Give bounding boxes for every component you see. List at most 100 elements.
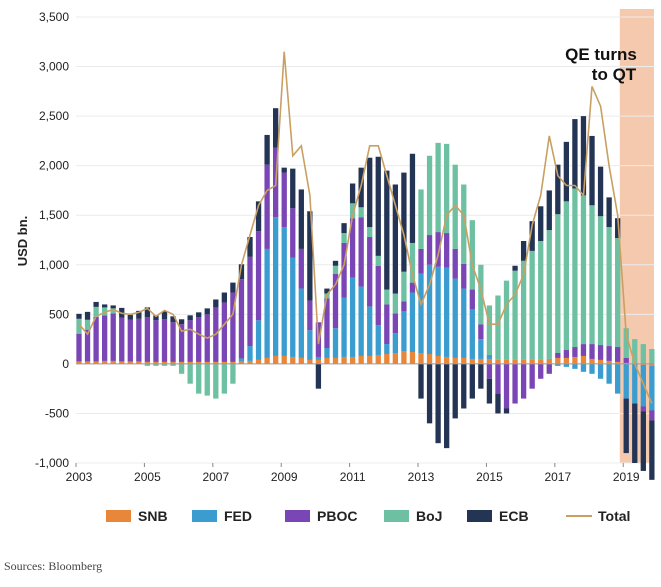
- bar-snb: [529, 359, 535, 364]
- bar-snb: [290, 356, 296, 364]
- bar-boj: [367, 227, 373, 238]
- bar-boj: [435, 142, 441, 233]
- bar-snb: [144, 361, 151, 364]
- y-tick-label: 2,500: [39, 109, 69, 123]
- bar-pboc: [375, 265, 381, 326]
- bar-fed: [478, 339, 484, 359]
- x-tick-label: 2013: [408, 470, 435, 484]
- bar-ecb: [563, 141, 570, 202]
- bar-fed: [290, 257, 296, 357]
- bar-pboc: [187, 320, 193, 362]
- bar-snb: [110, 361, 116, 364]
- bar-ecb: [247, 237, 253, 257]
- bar-pboc: [452, 248, 458, 279]
- bar-pboc: [221, 302, 228, 362]
- bar-boj: [597, 216, 604, 346]
- bar-fed: [632, 363, 638, 404]
- bar-ecb: [84, 311, 91, 320]
- bar-pboc: [324, 298, 330, 349]
- x-axis: 2003 2005 2007 2009 2011 2013 2015 2017 2019: [66, 463, 640, 484]
- bar-pboc: [255, 231, 262, 321]
- bar-pboc: [161, 319, 168, 362]
- bar-pboc: [649, 410, 655, 421]
- bar-boj: [341, 233, 347, 243]
- bar-ecb: [478, 363, 484, 389]
- bar-ecb: [469, 363, 475, 399]
- bar-fed: [315, 356, 322, 360]
- bar-ecb: [426, 363, 433, 424]
- bar-ecb: [178, 319, 185, 325]
- bar-snb: [538, 359, 544, 364]
- bar-ecb: [93, 301, 99, 307]
- bar-boj: [332, 265, 339, 274]
- bar-ecb: [110, 305, 116, 309]
- bar-pboc: [461, 263, 467, 289]
- bar-fed: [580, 363, 587, 372]
- bar-ecb: [255, 201, 262, 232]
- bar-snb: [264, 357, 270, 364]
- bar-snb: [255, 359, 262, 364]
- bar-boj: [444, 143, 450, 234]
- bar-snb: [512, 359, 518, 364]
- bar-ecb: [615, 218, 621, 239]
- bar-boj: [409, 242, 416, 283]
- bar-boj: [538, 240, 544, 360]
- bar-boj: [384, 289, 390, 305]
- bar-boj: [606, 227, 612, 347]
- x-tick-label: 2009: [271, 470, 298, 484]
- bar-snb: [332, 357, 339, 364]
- bar-snb: [418, 352, 424, 364]
- bar-snb: [563, 357, 570, 364]
- bar-ecb: [597, 166, 604, 217]
- bar-pboc: [589, 344, 595, 359]
- bar-pboc: [392, 313, 399, 334]
- bar-fed: [84, 361, 91, 362]
- bar-ecb: [495, 393, 501, 414]
- bar-ecb: [153, 315, 159, 321]
- bar-fed: [358, 286, 364, 356]
- bar-boj: [213, 363, 219, 399]
- bar-pboc: [119, 317, 125, 362]
- bar-ecb: [375, 156, 381, 256]
- bar-ecb: [170, 316, 176, 323]
- bar-snb: [298, 357, 304, 364]
- bar-pboc: [572, 347, 578, 357]
- bar-pboc: [418, 248, 424, 274]
- legend-swatch-snb: [106, 510, 131, 522]
- bar-ecb: [264, 134, 270, 165]
- bar-snb: [170, 361, 176, 364]
- bar-snb: [461, 357, 467, 364]
- bar-boj: [230, 363, 236, 384]
- bar-ecb: [649, 420, 655, 480]
- bar-pboc: [546, 363, 552, 374]
- bar-pboc: [384, 304, 390, 345]
- bar-snb: [204, 361, 210, 364]
- legend-swatch-boj: [384, 510, 409, 522]
- bar-boj: [512, 270, 518, 360]
- bar-fed: [435, 266, 441, 356]
- bar-fed: [119, 361, 125, 362]
- bar-ecb: [315, 363, 322, 389]
- bar-boj: [520, 260, 527, 360]
- bar-fed: [307, 330, 313, 360]
- bar-boj: [401, 271, 407, 302]
- bar-ecb: [281, 167, 287, 173]
- bar-ecb: [392, 184, 399, 294]
- bar-ecb: [144, 307, 151, 318]
- bar-fed: [255, 320, 262, 360]
- bar-fed: [273, 217, 279, 356]
- bar-snb: [520, 359, 527, 364]
- bar-fed: [392, 333, 399, 353]
- bar-fed: [238, 358, 245, 362]
- bar-boj: [170, 363, 176, 366]
- bar-pboc: [563, 350, 570, 358]
- legend-swatch-ecb: [467, 510, 492, 522]
- bar-boj: [452, 164, 458, 249]
- bar-snb: [409, 351, 416, 364]
- bar-pboc: [238, 279, 245, 359]
- y-tick-label: 2,000: [39, 159, 69, 173]
- bar-ecb: [529, 221, 535, 251]
- bar-boj: [93, 306, 99, 317]
- bar-fed: [452, 278, 458, 358]
- y-tick-label: -500: [45, 406, 69, 420]
